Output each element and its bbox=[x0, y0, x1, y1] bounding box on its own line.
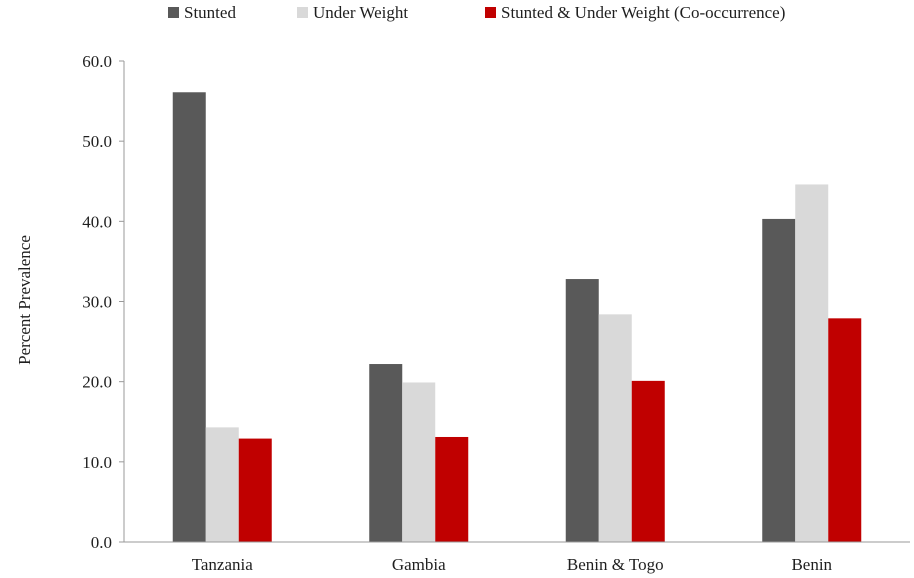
bar-under-weight-benin-togo bbox=[598, 314, 632, 542]
x-tick-label: Benin bbox=[791, 555, 832, 574]
legend: Stunted Under Weight Stunted & Under Weigh… bbox=[168, 3, 785, 22]
x-tick-label: Benin & Togo bbox=[567, 555, 664, 574]
y-tick-label: 0.0 bbox=[91, 533, 112, 552]
y-tick-label: 60.0 bbox=[82, 52, 112, 71]
bar-stunted-under-weight-co-occurrence-tanzania bbox=[238, 438, 272, 542]
legend-swatch bbox=[297, 7, 308, 18]
legend-swatch bbox=[168, 7, 179, 18]
y-tick-label: 10.0 bbox=[82, 453, 112, 472]
y-axis-ticks: 0.0 10.0 20.0 30.0 40.0 50.0 60.0 bbox=[82, 52, 124, 552]
bar-stunted-tanzania bbox=[172, 92, 206, 542]
legend-swatch bbox=[485, 7, 496, 18]
y-tick-label: 50.0 bbox=[82, 132, 112, 151]
legend-label: Stunted bbox=[184, 3, 236, 22]
y-axis-label: Percent Prevalence bbox=[15, 235, 34, 365]
bar-stunted-under-weight-co-occurrence-benin bbox=[828, 318, 862, 542]
bar-stunted-gambia bbox=[369, 364, 403, 542]
bars bbox=[172, 92, 862, 542]
x-axis-labels: Tanzania Gambia Benin & Togo Benin bbox=[192, 555, 833, 574]
plot-area: 0.0 10.0 20.0 30.0 40.0 50.0 60.0 Tanzania Gamb… bbox=[82, 52, 910, 574]
y-tick-label: 20.0 bbox=[82, 373, 112, 392]
bar-stunted-benin bbox=[762, 218, 796, 542]
legend-label: Under Weight bbox=[313, 3, 408, 22]
bar-under-weight-benin bbox=[795, 184, 829, 542]
y-tick-label: 30.0 bbox=[82, 293, 112, 312]
bar-stunted-benin-togo bbox=[565, 279, 599, 542]
y-tick-label: 40.0 bbox=[82, 212, 112, 231]
legend-label: Stunted & Under Weight (Co-occurrence) bbox=[501, 3, 785, 22]
bar-stunted-under-weight-co-occurrence-gambia bbox=[435, 436, 469, 542]
bar-stunted-under-weight-co-occurrence-benin-togo bbox=[631, 380, 665, 542]
bar-under-weight-tanzania bbox=[205, 427, 239, 542]
bar-under-weight-gambia bbox=[402, 382, 436, 542]
x-tick-label: Gambia bbox=[392, 555, 446, 574]
x-tick-label: Tanzania bbox=[192, 555, 254, 574]
